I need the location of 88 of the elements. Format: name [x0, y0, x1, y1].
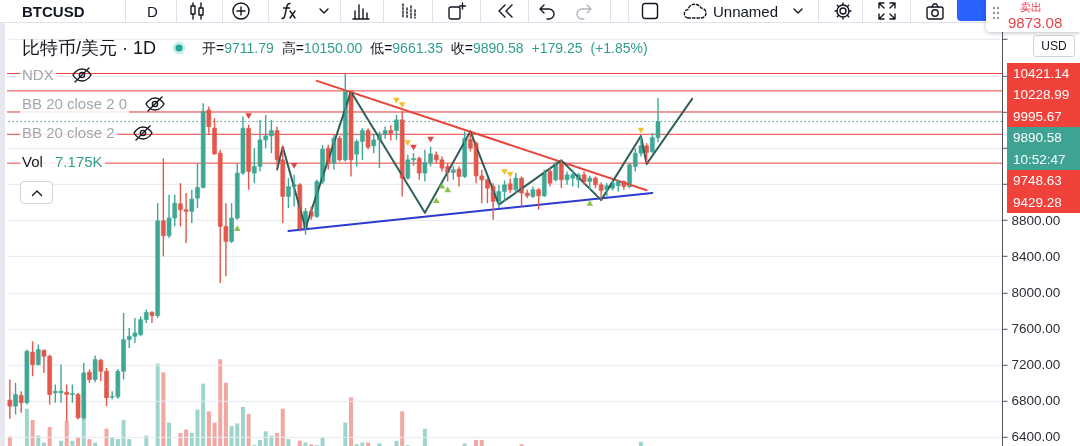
ref-line-label: 9890.58	[1007, 127, 1080, 149]
bar	[206, 411, 211, 446]
y-tick-label: 8400.00	[1011, 248, 1061, 264]
bar	[59, 440, 64, 446]
card: 卖出 9873.08	[986, 0, 1080, 32]
bar	[47, 426, 52, 446]
bar	[258, 439, 263, 446]
bar	[422, 428, 427, 446]
bar	[320, 437, 325, 446]
bar	[178, 432, 183, 446]
y-tick-label: 6800.00	[1011, 393, 1061, 409]
y-tick-label: 8800.00	[1011, 212, 1061, 228]
ref-line-label: 10228.99	[1007, 84, 1080, 106]
ref-line-label: 10421.14	[1007, 62, 1080, 85]
candlestick	[161, 157, 166, 258]
bar	[638, 441, 643, 446]
point	[438, 182, 446, 189]
ref-line-label: 9748.63	[1007, 170, 1080, 192]
bar	[400, 411, 405, 446]
text: 比特币/美元 · 1D	[22, 37, 157, 59]
bar	[167, 422, 172, 446]
bar	[70, 440, 75, 446]
bar	[474, 439, 479, 446]
point	[432, 197, 440, 204]
y-tick-label: 8000.00	[1011, 284, 1061, 300]
candlestick	[35, 343, 41, 367]
bar	[246, 413, 251, 446]
bar	[343, 422, 348, 446]
point	[398, 102, 406, 109]
candlestick	[456, 165, 462, 188]
point	[410, 144, 417, 151]
candlestick	[547, 167, 553, 188]
point	[290, 162, 298, 169]
text: BTCUSD	[22, 3, 85, 20]
bar	[87, 439, 92, 446]
bar	[479, 439, 484, 446]
annotation: Vol 7.175K	[22, 153, 103, 170]
bar	[24, 408, 29, 446]
candlestick	[530, 185, 536, 199]
candlestick	[513, 172, 519, 194]
text: 开=9711.79 高=10150.00 低=9661.35 收=9890.58 +179.25 (+1.85%)	[202, 40, 648, 56]
bar	[201, 383, 206, 446]
y-tick-label: 6400.00	[1011, 429, 1061, 445]
point	[233, 225, 241, 232]
point	[393, 97, 400, 104]
annotation: NDX	[20, 66, 56, 84]
bar	[280, 408, 285, 446]
bar	[30, 419, 35, 446]
bar	[104, 428, 109, 446]
bar	[462, 443, 467, 446]
point	[404, 140, 412, 147]
bar	[7, 436, 12, 446]
text: D	[147, 3, 158, 20]
ref-line-label: 9429.28	[1007, 191, 1080, 214]
point	[506, 171, 514, 178]
y-tick-label: 7200.00	[1011, 357, 1061, 373]
point	[444, 186, 451, 193]
point	[586, 199, 594, 206]
point	[501, 169, 508, 175]
line-series	[276, 90, 694, 230]
annotation: BB 20 close 2 0	[20, 95, 130, 113]
text: Unnamed	[713, 3, 779, 20]
bar	[275, 432, 280, 446]
bar	[115, 439, 120, 446]
bar	[155, 363, 160, 446]
candlestick	[13, 382, 18, 416]
bar	[286, 439, 291, 446]
text: 10:52:47	[1007, 148, 1080, 171]
bar	[110, 437, 115, 446]
bar	[76, 437, 81, 446]
candlestick	[365, 127, 371, 150]
bar	[377, 443, 382, 446]
bar	[223, 382, 228, 446]
bar	[394, 440, 399, 446]
annotation: BB 20 close 2	[20, 124, 117, 142]
bar	[161, 372, 166, 446]
candlestick	[536, 187, 541, 211]
bar	[348, 397, 353, 446]
bar	[184, 429, 189, 446]
text: USD	[1033, 35, 1075, 57]
y-tick-label: 7600.00	[1011, 321, 1061, 336]
candlestick	[70, 383, 75, 404]
bar	[240, 406, 245, 446]
bar	[64, 420, 69, 446]
point	[245, 113, 252, 119]
candlestick	[416, 155, 422, 181]
ref-line-label: 9995.67	[1007, 105, 1080, 128]
bar	[297, 440, 302, 446]
